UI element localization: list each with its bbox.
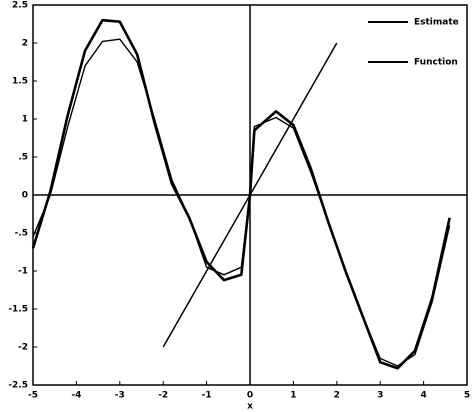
y-tick-label: -.5 [15, 229, 28, 239]
y-tick-label: 1 [22, 115, 28, 125]
legend-label: Estimate [414, 18, 459, 28]
y-tick-label: 2 [22, 39, 28, 49]
x-tick-label: 5 [464, 391, 470, 401]
x-tick-label: -4 [71, 391, 81, 401]
y-tick-label: -1 [18, 267, 28, 277]
x-tick-label: 2 [334, 391, 340, 401]
x-tick-label: -3 [115, 391, 125, 401]
x-tick-label: 4 [420, 391, 426, 401]
y-tick-label: 1.5 [12, 77, 28, 87]
y-tick-label: -2.5 [8, 381, 28, 391]
x-axis-label: x [247, 402, 253, 412]
x-tick-label: -5 [28, 391, 38, 401]
y-tick-label: 0 [22, 191, 28, 201]
series-line [32, 38, 451, 367]
y-tick-label: -1.5 [8, 305, 28, 315]
x-tick-label: 3 [377, 391, 383, 401]
x-tick-label: 1 [290, 391, 296, 401]
x-tick-label: -2 [158, 391, 168, 401]
series-line [31, 18, 451, 370]
x-tick-label: 0 [247, 391, 253, 401]
legend-label: Function [414, 58, 458, 68]
y-tick-label: 2.5 [12, 1, 28, 11]
y-tick-label: .5 [18, 153, 28, 163]
x-tick-label: -1 [202, 391, 212, 401]
y-tick-label: -2 [18, 343, 28, 353]
